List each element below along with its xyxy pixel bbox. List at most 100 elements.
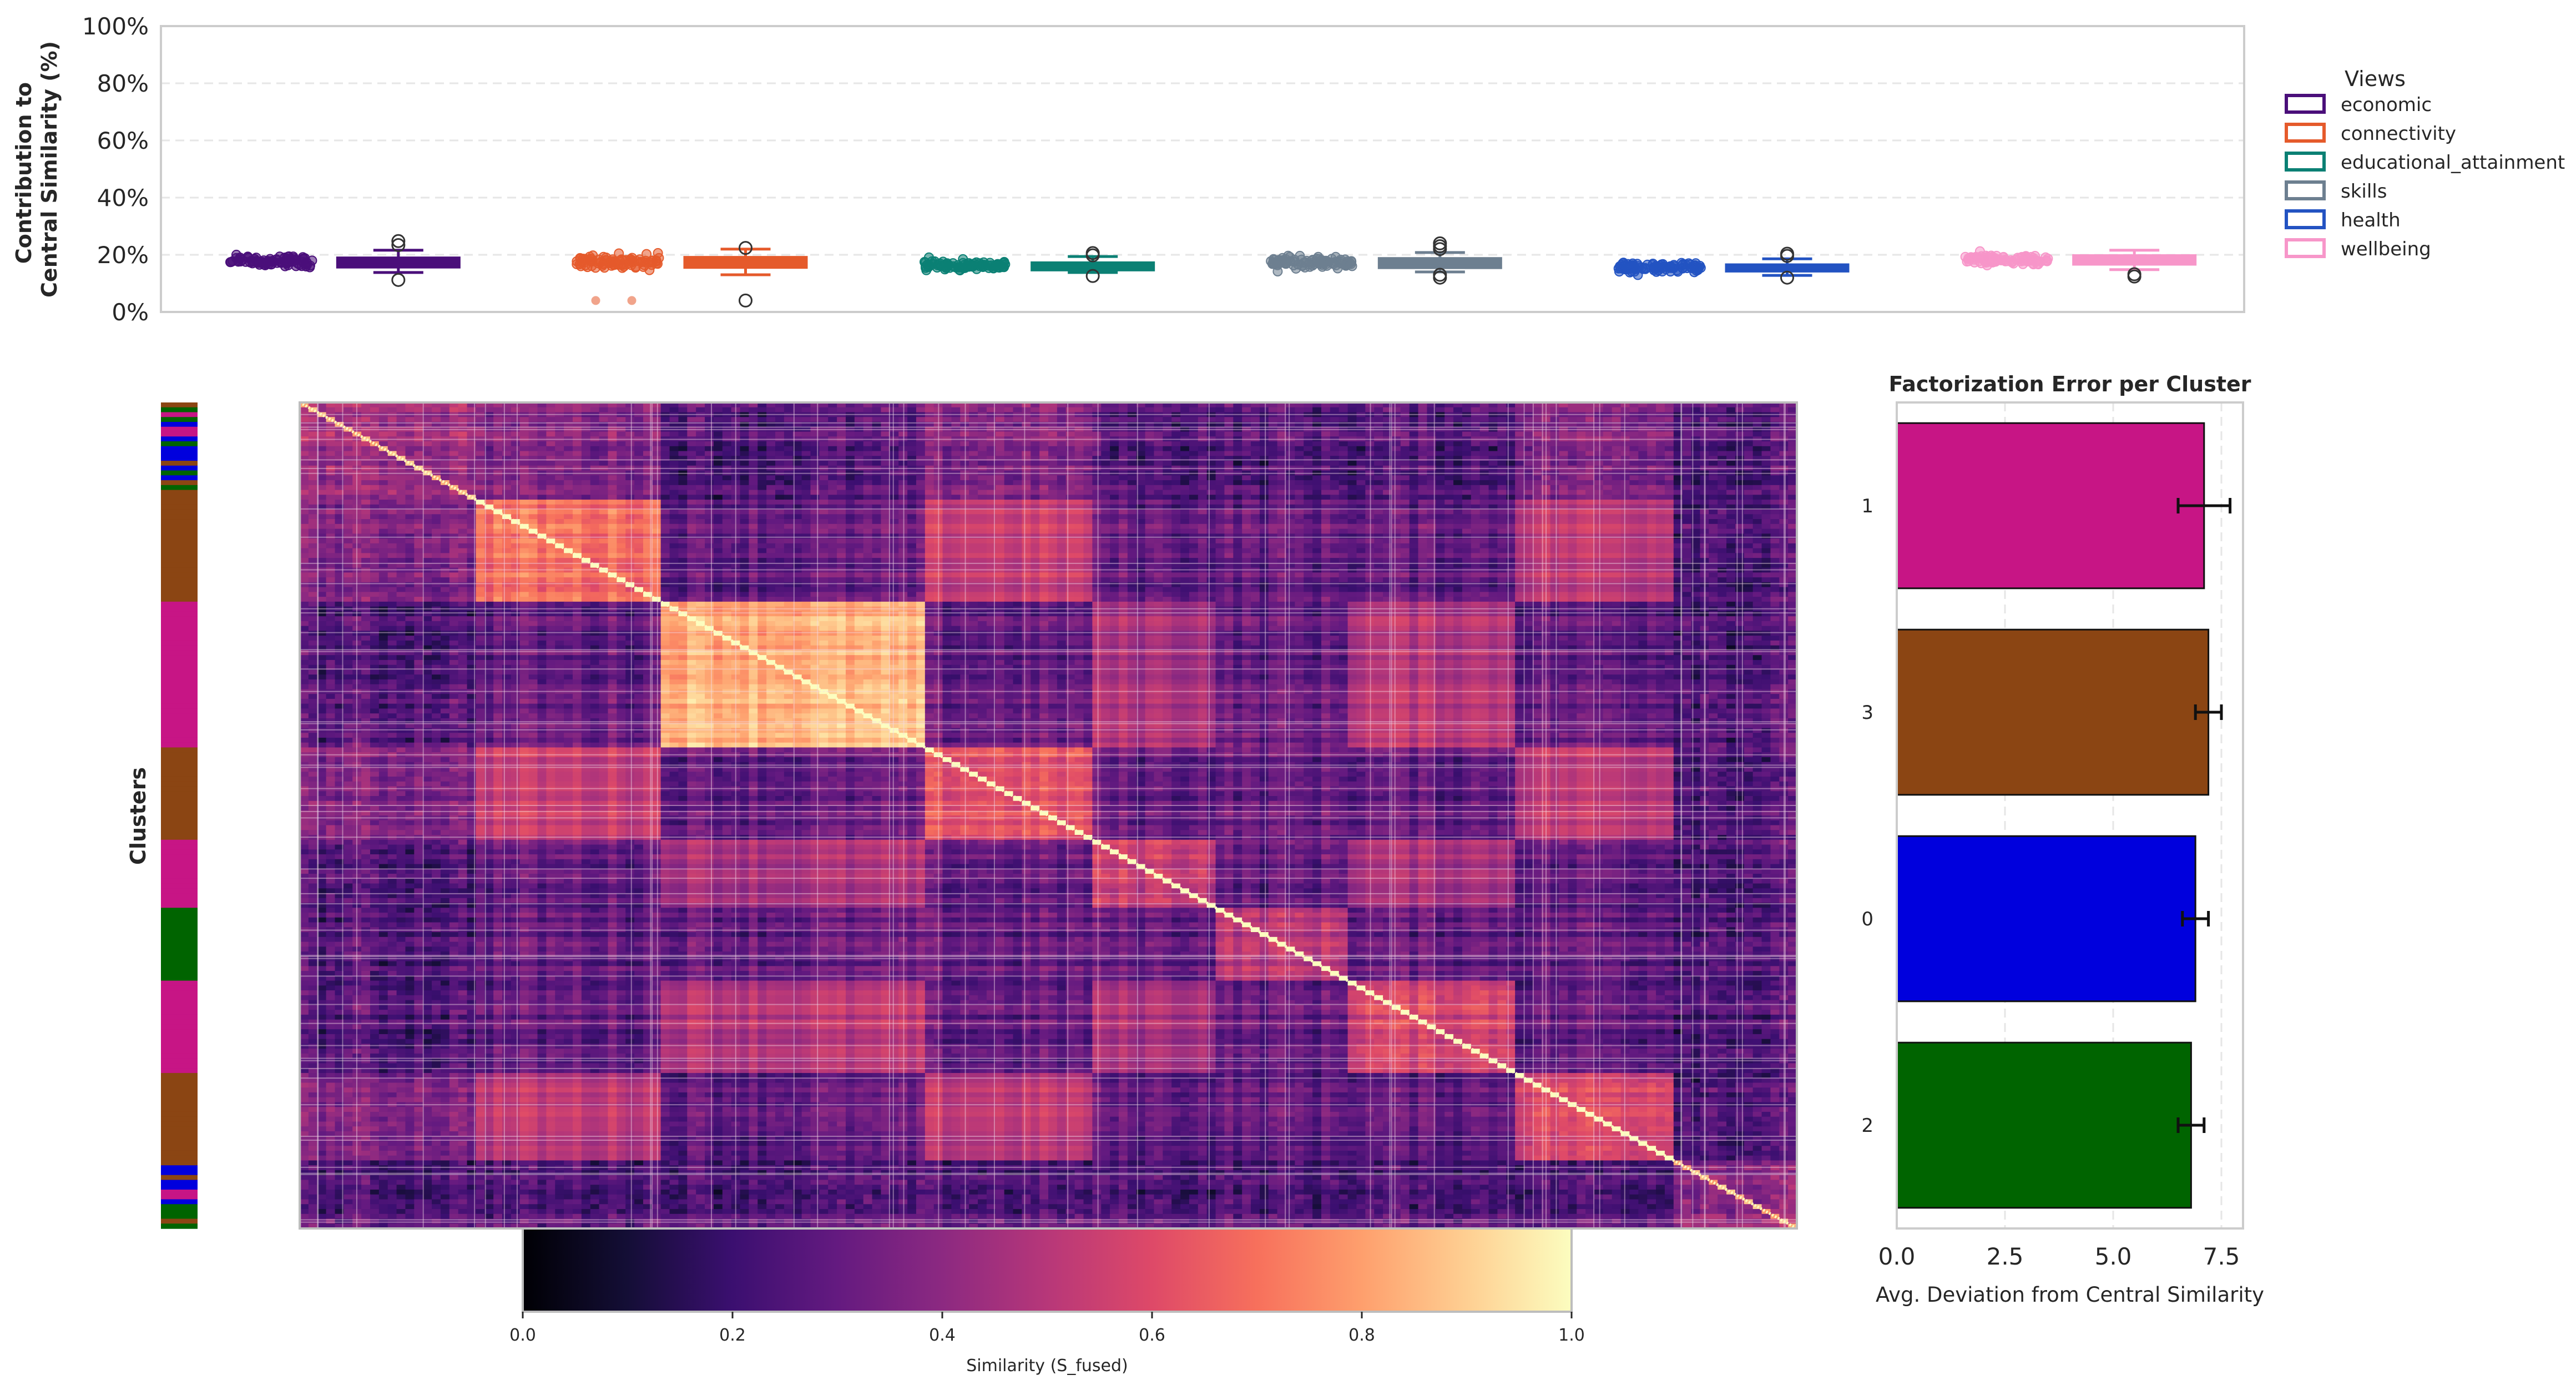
heatmap-cell bbox=[1101, 475, 1110, 480]
heatmap-cell bbox=[828, 451, 837, 456]
heatmap-cell bbox=[1401, 475, 1410, 480]
heatmap-cell bbox=[546, 495, 555, 500]
heatmap-cell bbox=[1489, 480, 1498, 485]
heatmap-cell bbox=[1436, 510, 1445, 515]
heatmap-cell bbox=[1031, 510, 1040, 515]
heatmap-cell bbox=[705, 500, 714, 505]
heatmap-cell bbox=[309, 485, 318, 490]
heatmap-cell bbox=[625, 407, 635, 412]
heatmap-cell bbox=[766, 480, 776, 485]
heatmap-cell bbox=[1039, 480, 1049, 485]
heatmap-cell bbox=[1568, 480, 1577, 485]
heatmap-cell bbox=[1392, 461, 1401, 466]
heatmap-cell bbox=[1110, 417, 1119, 422]
heatmap-cell bbox=[1013, 519, 1023, 524]
heatmap-cell bbox=[1330, 490, 1340, 495]
heatmap-cell bbox=[925, 519, 935, 524]
heatmap-cell bbox=[1489, 514, 1498, 519]
cluster-strip-cell bbox=[161, 553, 198, 558]
heatmap-cell bbox=[1216, 514, 1225, 519]
cluster-strip-cell bbox=[161, 1131, 198, 1136]
heatmap-cell bbox=[388, 441, 397, 446]
heatmap-cell bbox=[714, 519, 723, 524]
heatmap-cell bbox=[634, 500, 644, 505]
heatmap-cell bbox=[529, 510, 538, 515]
heatmap-cell bbox=[652, 480, 661, 485]
heatmap-cell bbox=[1251, 461, 1260, 466]
heatmap-cell bbox=[1577, 441, 1586, 446]
heatmap-cell bbox=[996, 490, 1005, 495]
heatmap-cell bbox=[582, 485, 591, 490]
heatmap-cell bbox=[951, 446, 961, 451]
cluster-strip-cell bbox=[161, 674, 198, 679]
cluster-strip-cell bbox=[161, 951, 198, 956]
strip-point bbox=[1336, 257, 1345, 266]
heatmap-cell bbox=[617, 495, 626, 500]
heatmap-cell bbox=[810, 514, 820, 519]
heatmap-cell bbox=[766, 451, 776, 456]
heatmap-cell bbox=[828, 441, 837, 446]
heatmap-cell bbox=[1304, 514, 1313, 519]
heatmap-cell bbox=[388, 432, 397, 437]
heatmap-cell bbox=[1198, 480, 1208, 485]
heatmap-cell bbox=[1489, 510, 1498, 515]
heatmap-cell bbox=[1251, 475, 1260, 480]
strip-point bbox=[1989, 254, 1998, 263]
heatmap-cell bbox=[458, 432, 468, 437]
heatmap-cell bbox=[1383, 407, 1392, 412]
heatmap-cell bbox=[432, 514, 441, 519]
heatmap-cell bbox=[661, 475, 670, 480]
heatmap-cell bbox=[1550, 446, 1560, 451]
heatmap-cell bbox=[872, 461, 882, 466]
heatmap-cell bbox=[1515, 407, 1524, 412]
heatmap-cell bbox=[1207, 490, 1216, 495]
heatmap-cell bbox=[1559, 407, 1568, 412]
heatmap-cell bbox=[1647, 441, 1656, 446]
heatmap-cell bbox=[590, 407, 600, 412]
heatmap-cell bbox=[564, 407, 573, 412]
strip-point bbox=[1669, 260, 1678, 269]
strip-point bbox=[592, 296, 600, 305]
heatmap-cell bbox=[1603, 461, 1613, 466]
heatmap-cell bbox=[1515, 441, 1524, 446]
heatmap-cell bbox=[1356, 485, 1366, 490]
heatmap-cell bbox=[1242, 451, 1251, 456]
heatmap-cell bbox=[996, 495, 1005, 500]
heatmap-cell bbox=[1462, 500, 1472, 505]
heatmap-cell bbox=[397, 480, 406, 485]
legend-swatch bbox=[2286, 95, 2324, 112]
heatmap-cell bbox=[1410, 441, 1419, 446]
strip-point bbox=[1684, 259, 1693, 268]
heatmap-cell bbox=[810, 490, 820, 495]
heatmap-cell bbox=[317, 519, 327, 524]
heatmap-cell bbox=[1171, 446, 1181, 451]
heatmap-cell bbox=[1171, 500, 1181, 505]
heatmap-cell bbox=[1559, 475, 1568, 480]
heatmap-cell bbox=[441, 451, 450, 456]
heatmap-cell bbox=[907, 519, 917, 524]
heatmap-cell bbox=[1629, 407, 1639, 412]
heatmap-cell bbox=[1568, 475, 1577, 480]
heatmap-cell bbox=[1356, 475, 1366, 480]
heatmap-cell bbox=[951, 480, 961, 485]
heatmap-cell bbox=[1638, 417, 1648, 422]
heatmap-cell bbox=[1180, 480, 1190, 485]
heatmap-cell bbox=[379, 461, 388, 466]
heatmap-cell bbox=[397, 407, 406, 412]
cluster-strip-cell bbox=[161, 1146, 198, 1151]
heatmap-cell bbox=[326, 514, 336, 519]
heatmap-cell bbox=[661, 500, 670, 505]
heatmap-cell bbox=[969, 417, 978, 422]
heatmap-cell bbox=[1568, 485, 1577, 490]
cluster-strip-cell bbox=[161, 884, 198, 889]
heatmap-cell bbox=[1216, 485, 1225, 490]
heatmap-cell bbox=[625, 519, 635, 524]
heatmap-cell bbox=[749, 441, 758, 446]
heatmap-cell bbox=[1304, 500, 1313, 505]
heatmap-cell bbox=[775, 446, 785, 451]
heatmap-cell bbox=[309, 500, 318, 505]
cluster-strip-cell bbox=[161, 505, 198, 510]
heatmap-cell bbox=[1577, 432, 1586, 437]
heatmap-cell bbox=[1251, 480, 1260, 485]
heatmap-cell bbox=[1180, 514, 1190, 519]
